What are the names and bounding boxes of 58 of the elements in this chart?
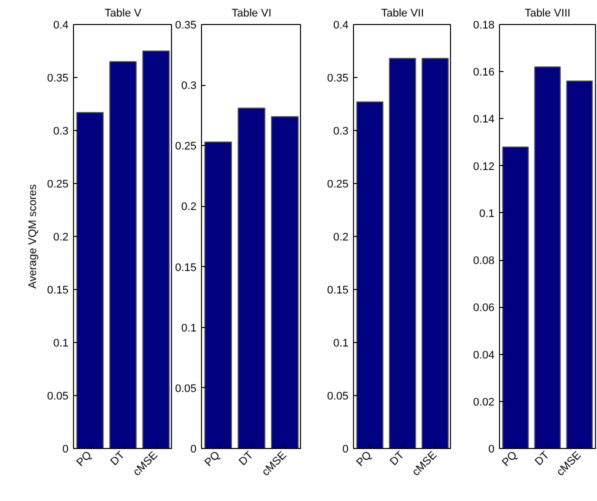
y-tick-label: 0.15 — [327, 284, 349, 296]
bar — [271, 116, 299, 448]
y-tick-label: 0.3 — [333, 126, 349, 138]
y-tick-label: 0.05 — [47, 390, 69, 402]
bar — [534, 66, 561, 448]
y-tick-label: 0.02 — [473, 396, 495, 408]
y-tick-label: 0.35 — [327, 72, 349, 84]
x-tick-label: DT — [108, 449, 128, 468]
x-tick-label: PQ — [354, 448, 374, 469]
chart-title: Table V — [104, 8, 142, 20]
x-tick-label: PQ — [500, 448, 520, 469]
x-tick-label: DT — [388, 449, 407, 468]
y-tick-label: 0.14 — [473, 114, 495, 126]
y-tick-label: 0.08 — [473, 255, 495, 268]
y-tick-label: 0.25 — [47, 178, 69, 190]
y-tick-label: 0.12 — [473, 160, 495, 173]
y-tick-label: 0.06 — [473, 302, 495, 314]
chart-title: Table VII — [381, 8, 424, 20]
y-tick-label: 0.1 — [333, 338, 349, 350]
y-tick-label: 0.18 — [473, 20, 495, 32]
y-tick-label: 0.4 — [333, 20, 349, 32]
y-tick-label: 0.04 — [473, 349, 495, 362]
bar — [238, 108, 266, 448]
y-tick-label: 0.35 — [175, 20, 197, 32]
y-tick-label: 0.4 — [53, 20, 69, 32]
y-tick-label: 0.2 — [333, 232, 349, 244]
y-axis-title: Average VQM scores — [27, 184, 40, 289]
y-tick-label: 0.16 — [473, 66, 495, 79]
y-tick-label: 0.15 — [175, 262, 197, 274]
y-tick-label: 0 — [488, 444, 495, 456]
y-tick-label: 0.25 — [327, 178, 349, 190]
y-tick-label: 0 — [342, 444, 349, 456]
bar — [566, 80, 593, 448]
y-tick-label: 0.15 — [47, 284, 69, 296]
chart-title: Table VI — [232, 8, 272, 20]
y-tick-label: 0.3 — [53, 126, 69, 138]
bar — [502, 146, 529, 448]
x-tick-label: PQ — [74, 448, 95, 469]
y-tick-label: 0 — [190, 444, 197, 456]
y-tick-label: 0.2 — [53, 232, 69, 244]
y-tick-label: 0.05 — [175, 382, 197, 395]
bar — [109, 61, 137, 448]
y-tick-label: 0.2 — [181, 201, 197, 214]
y-tick-label: 0.3 — [181, 80, 197, 92]
y-tick-label: 0.35 — [47, 72, 69, 84]
x-tick-label: PQ — [202, 448, 223, 469]
y-tick-label: 0.1 — [181, 322, 197, 334]
bar — [204, 142, 232, 448]
y-tick-label: 0.1 — [479, 208, 495, 220]
bar — [76, 112, 104, 448]
y-tick-label: 0.05 — [327, 390, 349, 402]
bar — [142, 50, 170, 448]
y-tick-label: 0.25 — [175, 140, 197, 153]
x-tick-label: DT — [236, 449, 256, 468]
chart-title: Table VIII — [524, 8, 570, 20]
y-tick-label: 0.1 — [53, 338, 69, 350]
y-tick-label: 0 — [62, 444, 69, 456]
x-tick-label: DT — [532, 449, 552, 468]
